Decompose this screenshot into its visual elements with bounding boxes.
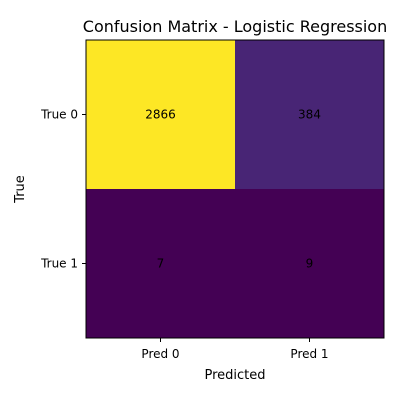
cell-value-label: 9 — [306, 257, 314, 271]
x-axis-label: Predicted — [204, 368, 265, 383]
y-tick-label: True 0 — [40, 108, 78, 122]
heatmap-cell — [86, 189, 235, 338]
heatmap-cells — [86, 40, 384, 338]
cell-value-label: 7 — [157, 257, 165, 271]
y-tick-label: True 1 — [40, 257, 78, 271]
x-tick-label: Pred 1 — [290, 347, 328, 361]
heatmap-cell — [86, 40, 235, 189]
cell-value-label: 2866 — [145, 108, 176, 122]
plot-frame — [85, 39, 385, 339]
y-axis-label: True — [13, 175, 28, 204]
cell-value-label: 384 — [298, 108, 321, 122]
x-axis-ticks: Pred 0 Pred 1 — [141, 338, 329, 361]
heatmap-cell — [235, 189, 384, 338]
heatmap-cell-labels: 2866 384 7 9 — [145, 108, 321, 271]
chart-title: Confusion Matrix - Logistic Regression — [83, 17, 387, 36]
y-axis-ticks: True 0 True 1 — [40, 108, 86, 271]
heatmap-cell — [235, 40, 384, 189]
x-tick-label: Pred 0 — [141, 347, 179, 361]
